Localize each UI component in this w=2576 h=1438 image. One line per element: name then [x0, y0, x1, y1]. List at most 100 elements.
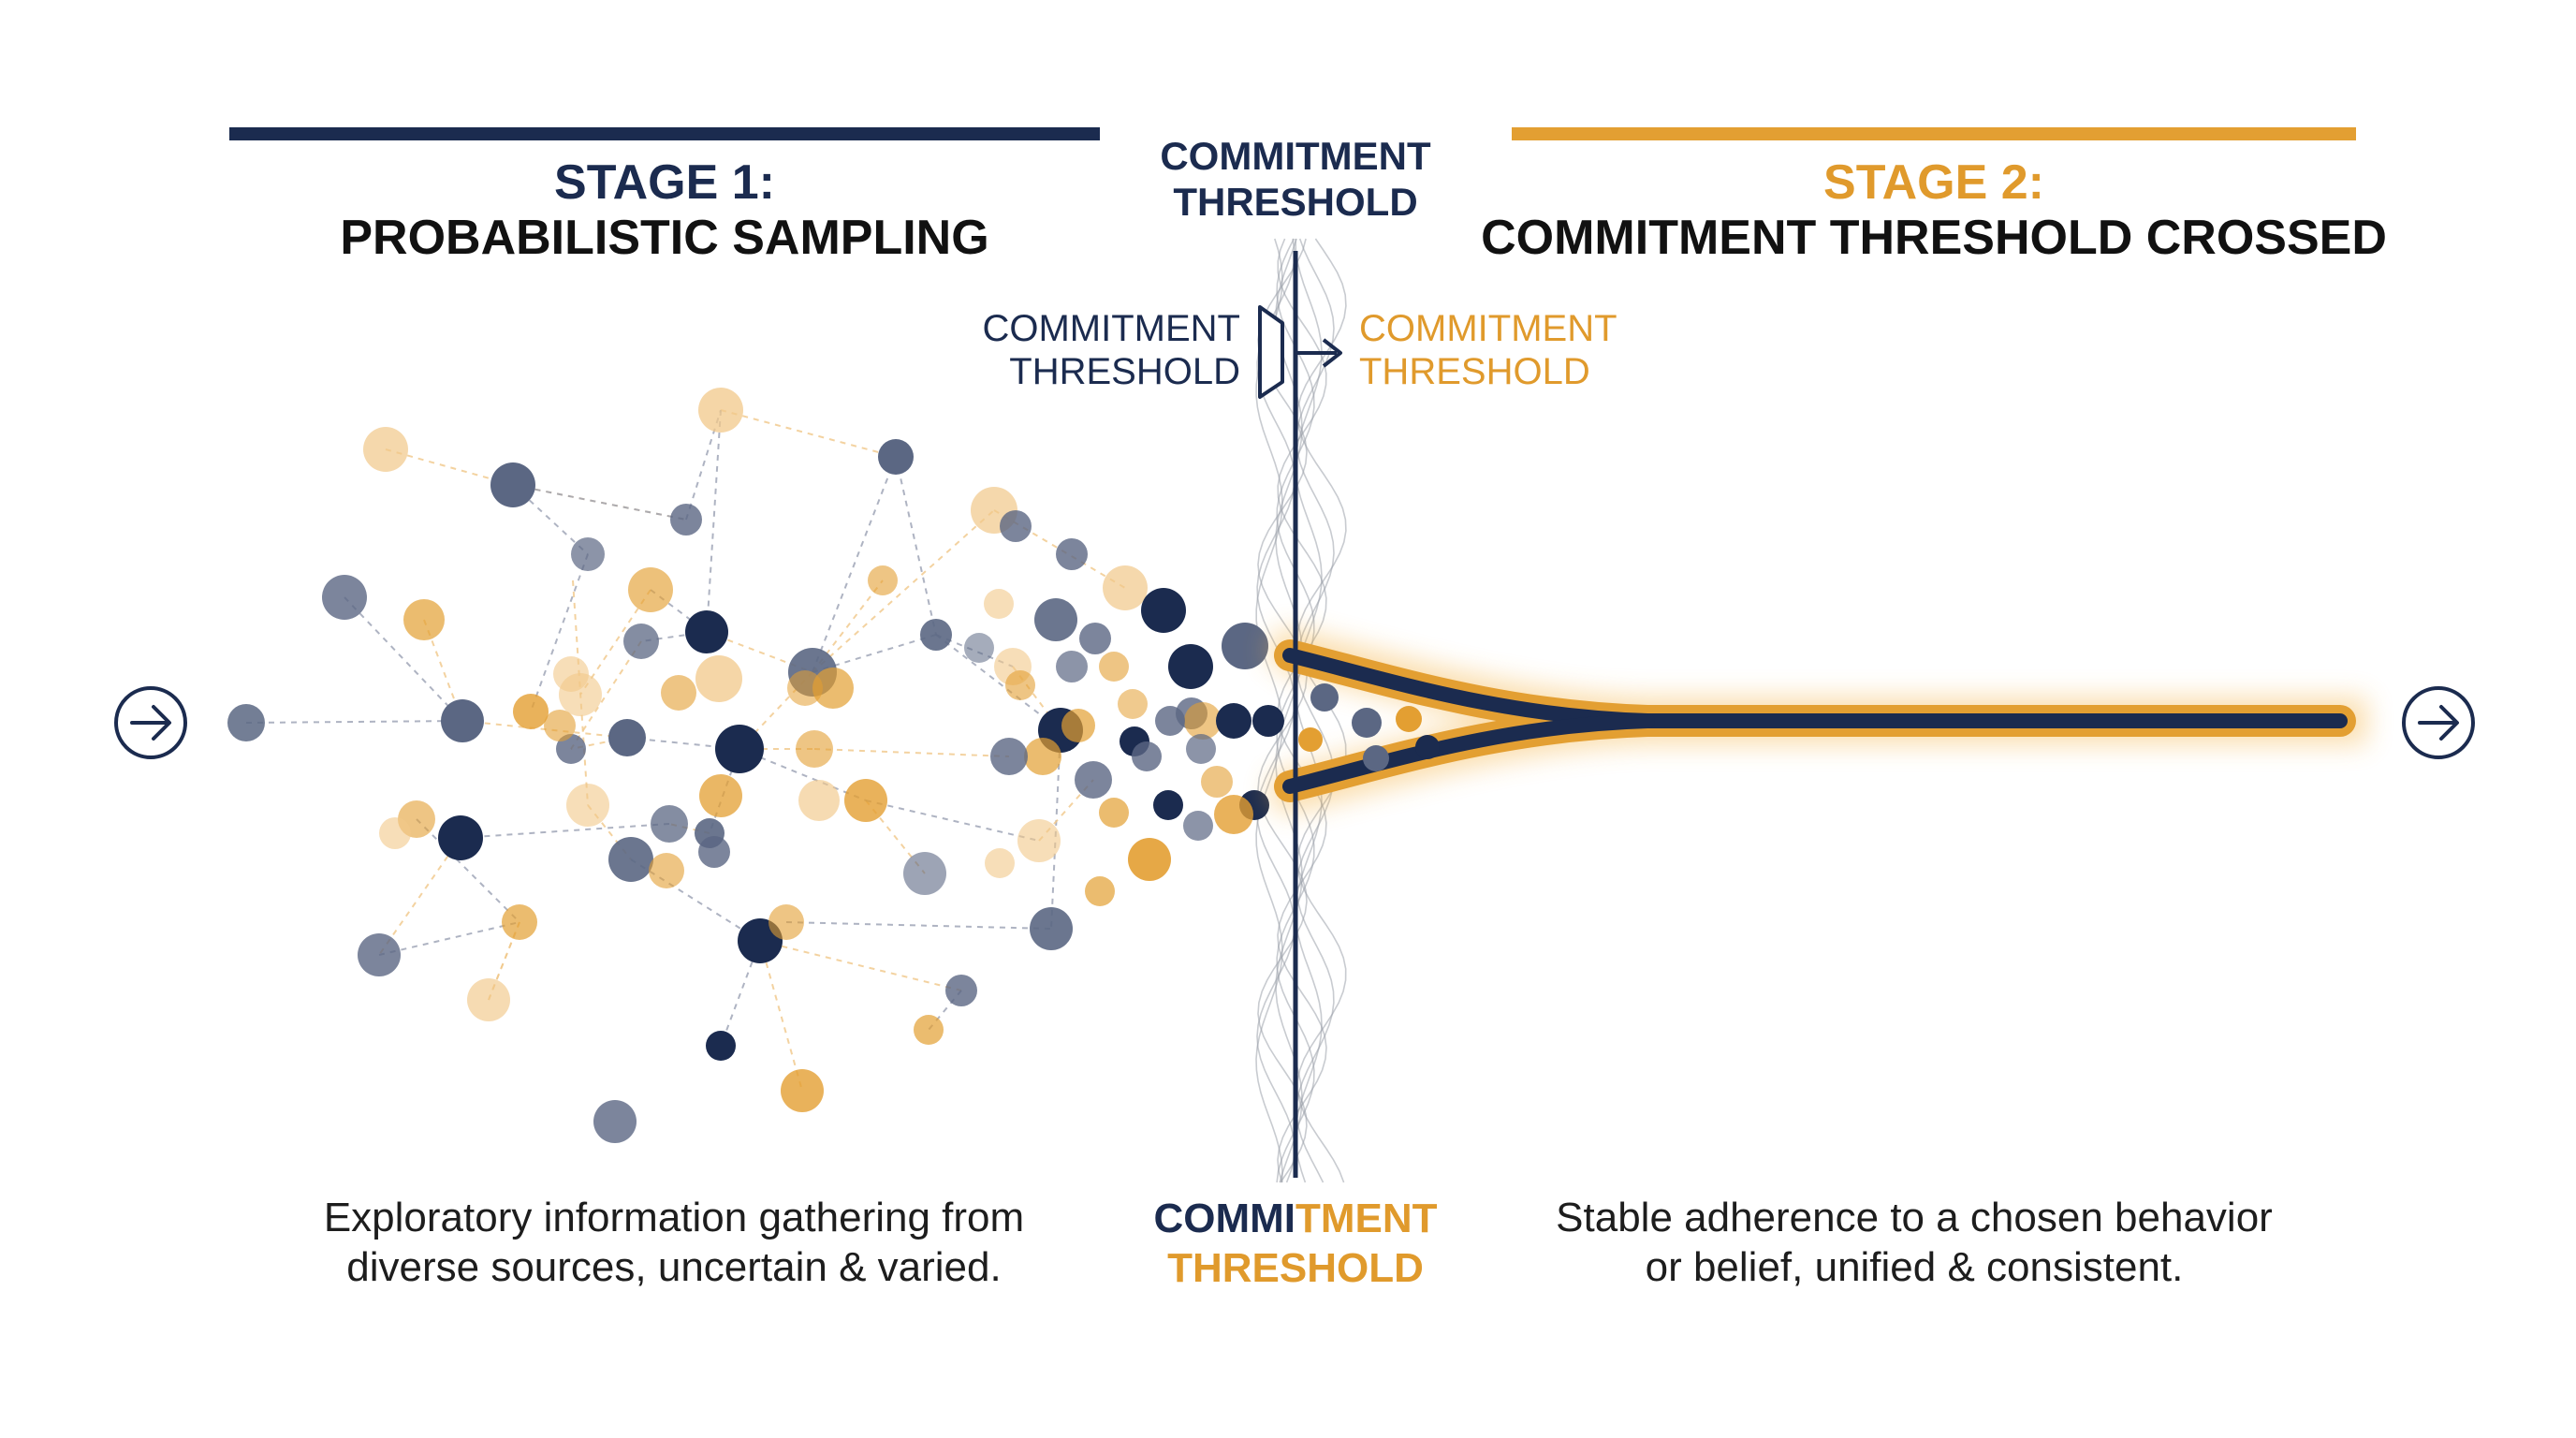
threshold-label-left: COMMITMENT THRESHOLD — [955, 307, 1240, 393]
stage1-heading-title: PROBABILISTIC SAMPLING — [340, 210, 989, 265]
sampling-particle — [1222, 623, 1268, 669]
sampling-link — [928, 990, 962, 1031]
sampling-particle — [781, 1069, 824, 1112]
sampling-particle — [1214, 795, 1253, 834]
sampling-particle — [768, 904, 804, 940]
threshold-label-top: COMMITMENT THRESHOLD — [1108, 133, 1483, 225]
beam-particle — [1310, 683, 1339, 712]
sampling-particle — [1128, 838, 1171, 881]
sampling-link — [785, 921, 1052, 930]
threshold-right-line1: COMMITMENT — [1359, 308, 1617, 349]
sampling-particle — [379, 817, 411, 849]
sampling-particle — [467, 978, 510, 1021]
sampling-particle — [878, 439, 914, 475]
sampling-particle — [403, 599, 445, 640]
beam-particle — [1298, 727, 1323, 752]
sampling-particle — [985, 848, 1015, 878]
sampling-particle — [695, 655, 742, 702]
sampling-particle — [358, 933, 401, 976]
sampling-particle — [1079, 623, 1111, 654]
sampling-link — [706, 409, 722, 633]
sampling-particle — [920, 619, 952, 651]
sampling-particle — [787, 670, 823, 706]
sampling-link — [378, 921, 520, 956]
sampling-particle — [322, 575, 367, 620]
sampling-particle — [553, 656, 589, 692]
sampling-link — [935, 634, 1061, 731]
sampling-particle — [608, 719, 646, 756]
sampling-particle — [685, 610, 728, 653]
beam-particle — [1415, 735, 1440, 759]
stage1-description: Exploratory information gathering from d… — [239, 1194, 1109, 1293]
sampling-particle — [699, 774, 742, 817]
sampling-particle — [1201, 766, 1233, 798]
sampling-link — [512, 484, 687, 521]
sampling-particle — [903, 852, 946, 895]
sampling-particle — [1030, 907, 1073, 950]
sampling-particle — [1085, 876, 1115, 906]
sampling-particle — [1141, 588, 1186, 633]
threshold-wave-line — [1255, 238, 1283, 1183]
threshold-bottom-line1-navy: COMMI — [1153, 1196, 1295, 1241]
sampling-particles — [227, 388, 1284, 1143]
sampling-particle — [964, 633, 994, 663]
sampling-particle — [623, 624, 659, 659]
sampling-link — [416, 818, 520, 923]
sampling-particle — [1186, 734, 1216, 764]
commitment-beam — [1268, 629, 2366, 813]
sampling-particle — [1132, 741, 1162, 771]
threshold-label-right: COMMITMENT THRESHOLD — [1359, 307, 1659, 393]
threshold-left-line2: THRESHOLD — [1009, 351, 1240, 392]
beam-particle — [1396, 706, 1422, 732]
threshold-wave-line — [1296, 238, 1347, 1183]
stage2-heading-number: STAGE 2: — [1823, 155, 2044, 210]
sampling-link — [812, 509, 995, 673]
sampling-particle — [661, 675, 696, 711]
sampling-particle — [1099, 652, 1129, 682]
sampling-link — [759, 940, 803, 1092]
sampling-particle — [1017, 819, 1061, 862]
sampling-particle — [796, 730, 833, 768]
threshold-wave-line — [1277, 238, 1327, 1183]
sampling-particle — [513, 694, 549, 729]
arrow-right-circle-icon — [114, 686, 187, 759]
sampling-particle — [651, 805, 688, 843]
stage2-description-line2: or belief, unified & consistent. — [1645, 1243, 2184, 1290]
sampling-particle — [1099, 798, 1129, 828]
sampling-particle — [670, 504, 702, 536]
threshold-gate-icon — [1258, 305, 1342, 399]
threshold-top-line1: COMMITMENT — [1160, 134, 1431, 178]
sampling-particle — [608, 837, 653, 882]
stage2-description-line1: Stable adherence to a chosen behavior — [1556, 1195, 2273, 1240]
sampling-link — [720, 940, 761, 1047]
threshold-bottom-line1: COMMITMENT — [1108, 1195, 1483, 1244]
sampling-particle — [556, 734, 586, 764]
sampling-link — [685, 409, 722, 521]
sampling-link — [813, 748, 1010, 757]
sampling-particle — [1061, 709, 1095, 742]
sampling-particle — [1056, 651, 1088, 682]
sampling-particle — [1005, 670, 1035, 700]
sampling-link — [895, 456, 937, 636]
stage2-description: Stable adherence to a chosen behavior or… — [1479, 1194, 2349, 1293]
sampling-link — [344, 596, 463, 722]
threshold-left-line1: COMMITMENT — [982, 308, 1240, 349]
sampling-particle — [1075, 761, 1112, 799]
sampling-particle — [706, 1031, 736, 1061]
stage1-description-line2: diverse sources, uncertain & varied. — [346, 1243, 1002, 1290]
sampling-particle — [1000, 510, 1032, 542]
sampling-particle — [1118, 689, 1148, 719]
threshold-top-line2: THRESHOLD — [1173, 180, 1418, 225]
stage1-description-line1: Exploratory information gathering from — [323, 1195, 1025, 1240]
sampling-particle — [502, 904, 537, 940]
sampling-link — [720, 409, 897, 458]
beam-particle — [1352, 708, 1382, 738]
sampling-particle — [698, 836, 730, 868]
sampling-particle — [363, 427, 408, 472]
stage1-heading-number: STAGE 1: — [554, 155, 775, 210]
threshold-right-line2: THRESHOLD — [1359, 351, 1590, 392]
sampling-particle — [844, 779, 887, 822]
sampling-link — [759, 940, 962, 991]
sampling-particle — [812, 668, 854, 709]
